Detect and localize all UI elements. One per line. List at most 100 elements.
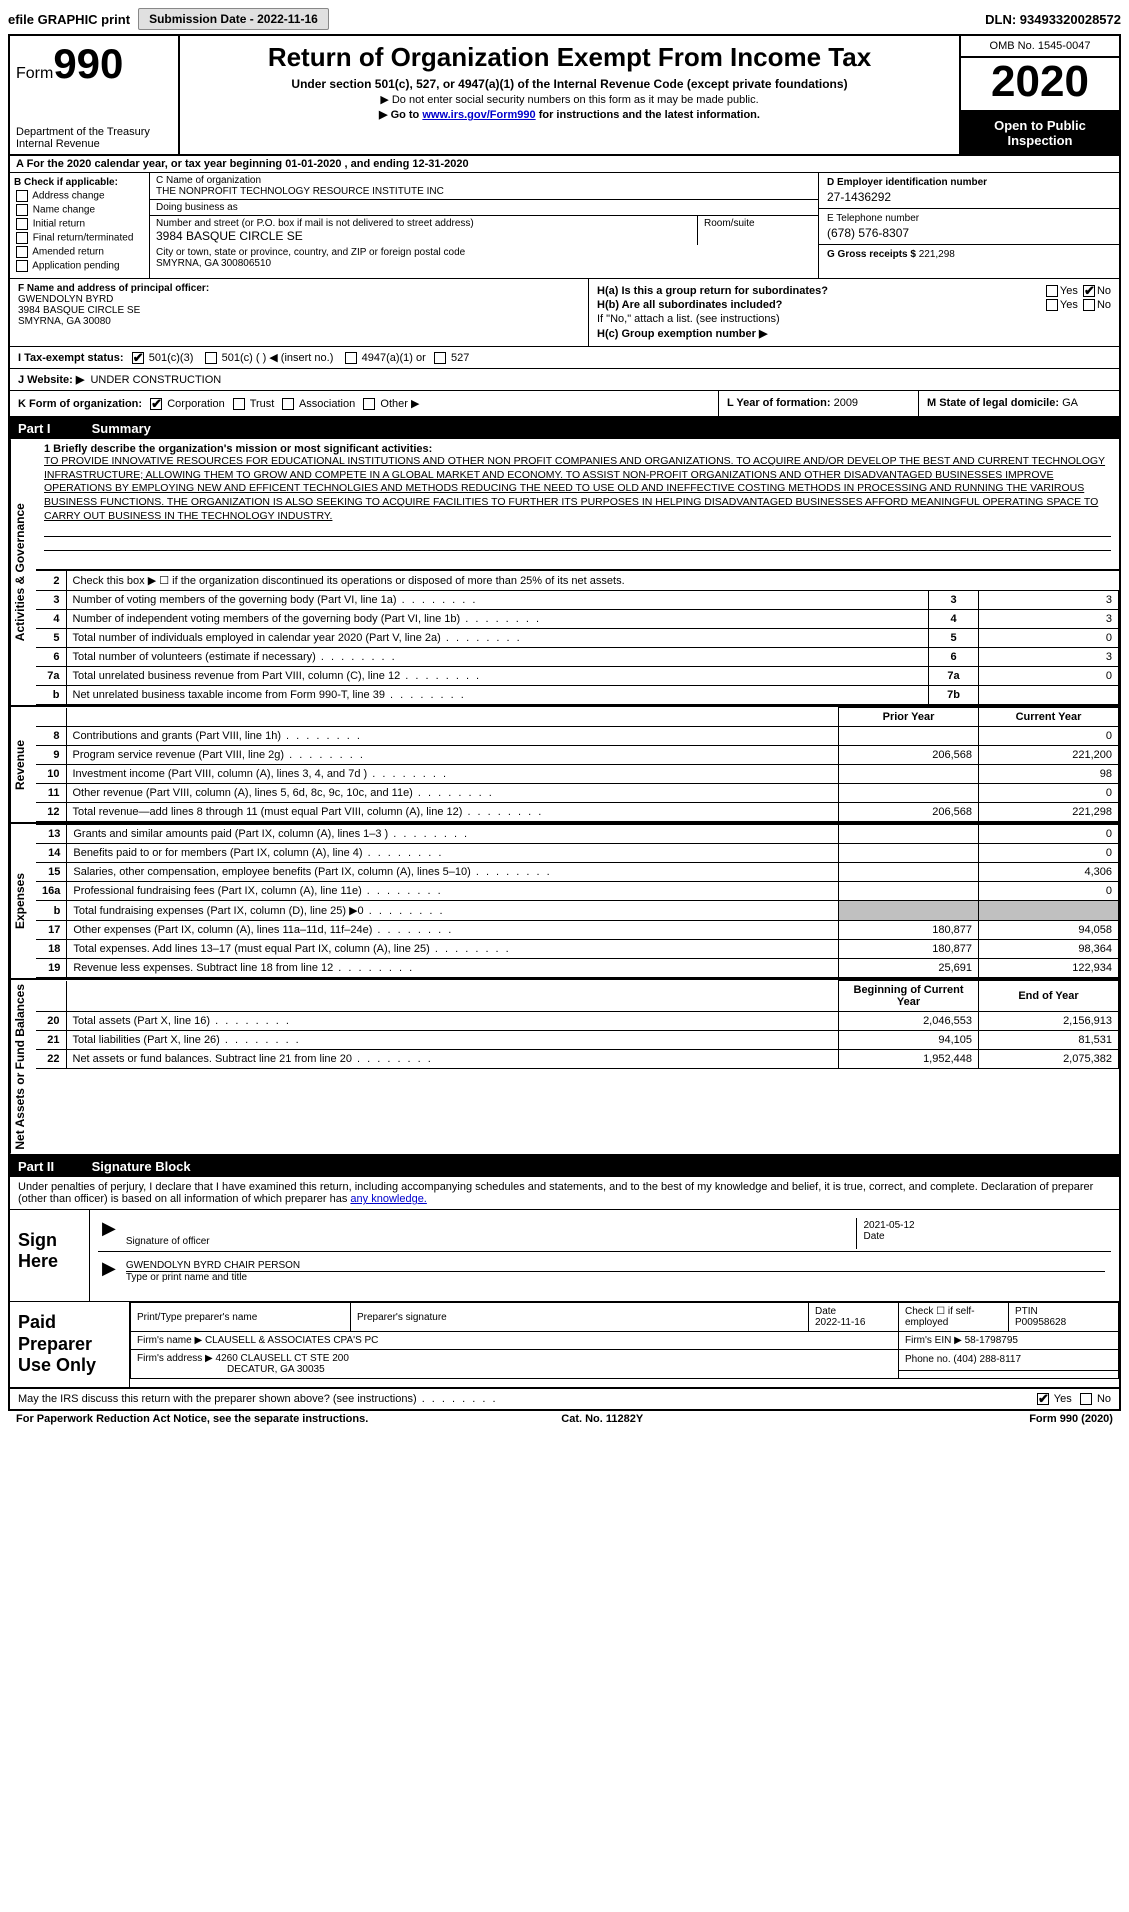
check-address[interactable]: Address change	[14, 190, 145, 202]
opt-501c3: 501(c)(3)	[149, 352, 194, 364]
sig-row-2: ▶ GWENDOLYN BYRD CHAIR PERSON Type or pr…	[98, 1258, 1111, 1287]
activities-table: 2Check this box ▶ ☐ if the organization …	[36, 570, 1119, 705]
part2-header: Part II Signature Block	[10, 1156, 1119, 1177]
check-initial[interactable]: Initial return	[14, 218, 145, 230]
table-row: 11Other revenue (Part VIII, column (A), …	[36, 784, 1119, 803]
room-label: Room/suite	[698, 216, 818, 245]
submission-button[interactable]: Submission Date - 2022-11-16	[138, 8, 329, 30]
opt-4947: 4947(a)(1) or	[362, 352, 426, 364]
revenue-table: Prior YearCurrent Year8Contributions and…	[36, 707, 1119, 822]
addr-label: Number and street (or P.O. box if mail i…	[156, 218, 691, 229]
phone-value: (678) 576-8307	[827, 226, 1111, 240]
hb-label: H(b) Are all subordinates included?	[597, 299, 782, 311]
table-row: 17Other expenses (Part IX, column (A), l…	[36, 921, 1119, 940]
header-row: Form990 Department of the Treasury Inter…	[10, 36, 1119, 156]
table-row: 9Program service revenue (Part VIII, lin…	[36, 746, 1119, 765]
rule-2	[44, 537, 1111, 551]
form-prefix: Form	[16, 65, 53, 82]
part2-title: Signature Block	[92, 1159, 191, 1174]
tax-year: 2020	[961, 58, 1119, 112]
table-row: bTotal fundraising expenses (Part IX, co…	[36, 901, 1119, 921]
revenue-section: Revenue Prior YearCurrent Year8Contribut…	[10, 707, 1119, 824]
header-center: Return of Organization Exempt From Incom…	[180, 36, 959, 154]
paid-h2: Preparer's signature	[351, 1303, 809, 1332]
discuss-no: No	[1097, 1393, 1111, 1405]
firm-addr-cell: Firm's address ▶ 4260 CLAUSELL CT STE 20…	[131, 1350, 899, 1379]
irs-link[interactable]: www.irs.gov/Form990	[422, 109, 535, 121]
dba-label: Doing business as	[156, 202, 812, 213]
ha-yes: Yes	[1060, 285, 1078, 297]
check-final[interactable]: Final return/terminated	[14, 232, 145, 244]
dln-label: DLN: 93493320028572	[985, 12, 1121, 27]
net-section: Net Assets or Fund Balances Beginning of…	[10, 980, 1119, 1156]
paid-self-emp: Check ☐ if self-employed	[899, 1303, 1009, 1332]
dept-treasury: Department of the Treasury Internal Reve…	[16, 126, 172, 150]
table-row: 12Total revenue—add lines 8 through 11 (…	[36, 803, 1119, 822]
note-ssn: ▶ Do not enter social security numbers o…	[190, 93, 949, 106]
irs-label: Internal Revenue	[16, 138, 172, 150]
city-label: City or town, state or province, country…	[156, 247, 812, 258]
table-row: 19Revenue less expenses. Subtract line 1…	[36, 959, 1119, 978]
open-public-badge: Open to Public Inspection	[961, 112, 1119, 154]
paid-label: Paid Preparer Use Only	[10, 1302, 130, 1387]
bottom-line: For Paperwork Reduction Act Notice, see …	[8, 1411, 1121, 1427]
revenue-content: Prior YearCurrent Year8Contributions and…	[36, 707, 1119, 822]
expenses-table: 13Grants and similar amounts paid (Part …	[36, 824, 1119, 978]
ein-value: 27-1436292	[827, 190, 1111, 204]
table-row: 20Total assets (Part X, line 16)2,046,55…	[36, 1012, 1119, 1031]
ha-label: H(a) Is this a group return for subordin…	[597, 285, 828, 297]
paid-h1: Print/Type preparer's name	[131, 1303, 351, 1332]
hc-label: H(c) Group exemption number ▶	[597, 328, 767, 340]
sig-intro-text: Under penalties of perjury, I declare th…	[18, 1181, 1093, 1205]
section-bcd: B Check if applicable: Address change Na…	[10, 173, 1119, 279]
omb-number: OMB No. 1545-0047	[961, 36, 1119, 58]
side-expenses: Expenses	[10, 824, 36, 978]
city-value: SMYRNA, GA 300806510	[156, 258, 812, 269]
check-amended[interactable]: Amended return	[14, 246, 145, 258]
header-right: OMB No. 1545-0047 2020 Open to Public In…	[959, 36, 1119, 154]
sig-officer-label: Signature of officer	[126, 1236, 851, 1247]
check-pending[interactable]: Application pending	[14, 260, 145, 272]
line-a: A For the 2020 calendar year, or tax yea…	[10, 156, 1119, 173]
table-row: 8Contributions and grants (Part VIII, li…	[36, 727, 1119, 746]
k-corp: Corporation	[167, 398, 224, 410]
col-k: K Form of organization: Corporation Trus…	[10, 391, 719, 416]
col-de: D Employer identification number 27-1436…	[819, 173, 1119, 278]
officer-name: GWENDOLYN BYRD	[18, 294, 580, 305]
sig-row-1: ▶ Signature of officer 2021-05-12 Date	[98, 1218, 1111, 1252]
table-row: 21Total liabilities (Part X, line 26)94,…	[36, 1031, 1119, 1050]
note-link: ▶ Go to www.irs.gov/Form990 for instruct…	[190, 108, 949, 121]
website-label: J Website: ▶	[18, 374, 84, 386]
phone-cell: E Telephone number (678) 576-8307	[819, 209, 1119, 245]
m-label: M State of legal domicile:	[927, 397, 1059, 409]
sign-right: ▶ Signature of officer 2021-05-12 Date ▶…	[90, 1210, 1119, 1301]
table-row: 13Grants and similar amounts paid (Part …	[36, 825, 1119, 844]
col-b: B Check if applicable: Address change Na…	[10, 173, 150, 278]
activities-content: 1 Briefly describe the organization's mi…	[36, 439, 1119, 705]
rule-1	[44, 523, 1111, 537]
form-subtitle: Under section 501(c), 527, or 4947(a)(1)…	[190, 77, 949, 91]
paid-row-1: Print/Type preparer's name Preparer's si…	[131, 1303, 1119, 1332]
hb-line: H(b) Are all subordinates included? Yes …	[597, 299, 1111, 311]
paid-row-2: Firm's name ▶ CLAUSELL & ASSOCIATES CPA'…	[131, 1332, 1119, 1350]
check-name[interactable]: Name change	[14, 204, 145, 216]
dept-label: Department of the Treasury	[16, 126, 172, 138]
sign-section: Sign Here ▶ Signature of officer 2021-05…	[10, 1209, 1119, 1302]
addr-row: Number and street (or P.O. box if mail i…	[150, 216, 818, 245]
sig-date-label: Date	[863, 1231, 1105, 1242]
paid-empty	[899, 1370, 1119, 1378]
sig-intro-link[interactable]: any knowledge.	[350, 1193, 426, 1205]
form-frame: Form990 Department of the Treasury Inter…	[8, 34, 1121, 1411]
table-row: 5Total number of individuals employed in…	[36, 629, 1119, 648]
phone-label: E Telephone number	[827, 213, 1111, 224]
mission-block: 1 Briefly describe the organization's mi…	[36, 439, 1119, 570]
hb-no: No	[1097, 299, 1111, 311]
col-h: H(a) Is this a group return for subordin…	[589, 279, 1119, 346]
ein-label: D Employer identification number	[827, 177, 1111, 188]
opt-501c: 501(c) ( ) ◀ (insert no.)	[222, 352, 334, 364]
row-i: I Tax-exempt status: 501(c)(3) 501(c) ( …	[10, 347, 1119, 369]
sig-name-cell: GWENDOLYN BYRD CHAIR PERSON Type or prin…	[120, 1258, 1111, 1285]
col-c: C Name of organization THE NONPROFIT TEC…	[150, 173, 819, 278]
mission-label: 1 Briefly describe the organization's mi…	[44, 443, 1111, 455]
table-row: 4Number of independent voting members of…	[36, 610, 1119, 629]
